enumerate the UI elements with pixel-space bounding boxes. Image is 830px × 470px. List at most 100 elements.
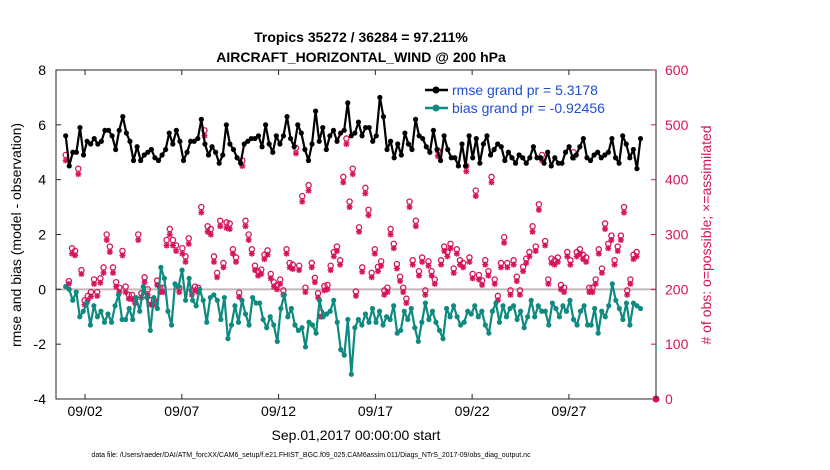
bias-point [475, 314, 481, 320]
obs-assimilated-point [349, 171, 356, 178]
bias-point [412, 325, 418, 331]
rmse-point [180, 157, 187, 164]
rmse-point [470, 155, 476, 161]
x-tick-label: 09/22 [455, 403, 490, 419]
rmse-point [377, 94, 383, 101]
obs-assimilated-point [444, 253, 451, 260]
x-tick-label: 09/12 [261, 403, 296, 419]
bias-point [415, 338, 421, 345]
rmse-point [313, 108, 319, 114]
obs-assimilated-point [485, 272, 492, 279]
rmse-point [598, 155, 604, 161]
bias-point [313, 330, 319, 336]
bias-point [193, 303, 199, 309]
obs-assimilated-point [173, 247, 180, 254]
obs-assimilated-point [330, 253, 337, 260]
bias-point [126, 305, 132, 312]
bias-point [510, 303, 517, 309]
obs-assimilated-point [545, 280, 552, 287]
obs-assimilated-point [422, 291, 429, 298]
rmse-point [284, 114, 290, 120]
rmse-point [320, 124, 326, 131]
obs-assimilated-point [491, 280, 498, 287]
obs-assimilated-point [633, 253, 640, 260]
obs-assimilated-point [475, 276, 482, 283]
y-left-tick-label: 2 [38, 227, 46, 243]
rmse-point [555, 160, 561, 166]
obs-assimilated-point [311, 279, 318, 286]
rmse-point [241, 141, 247, 147]
obs-assimilated-point [75, 171, 82, 178]
obs-assimilated-point [532, 247, 539, 254]
rmse-point [473, 135, 479, 142]
bias-point [447, 314, 453, 320]
bias-point [556, 314, 563, 320]
rmse-point [541, 160, 547, 166]
bias-point [599, 308, 605, 314]
bias-point [468, 311, 474, 317]
rmse-point [327, 133, 333, 139]
rmse-point [441, 133, 447, 139]
bias-point [542, 308, 548, 314]
x-tick-label: 09/07 [164, 403, 199, 419]
bias-point [405, 316, 411, 323]
bias-point [214, 297, 220, 303]
obs-assimilated-point [210, 258, 217, 265]
bias-point [606, 303, 612, 309]
rmse-point [455, 163, 462, 169]
obs-assimilated-point [274, 286, 281, 293]
rmse-point [462, 163, 469, 169]
bias-point [91, 303, 97, 309]
rmse-point [209, 144, 215, 150]
bias-point [133, 294, 139, 301]
bias-point [285, 314, 291, 320]
bias-point [264, 325, 270, 331]
rmse-point [355, 119, 362, 125]
bias-point [553, 305, 559, 312]
obs-assimilated-point [226, 226, 233, 233]
bias-point [479, 308, 485, 314]
obs-assimilated-point [592, 280, 599, 287]
bias-point [503, 314, 510, 320]
obs-assimilated-point [535, 206, 542, 213]
obs-assimilated-point [384, 289, 391, 296]
obs-assimilated-point [598, 269, 605, 276]
obs-assimilated-point [109, 269, 116, 276]
rmse-point [387, 138, 394, 144]
obs-assimilated-point [602, 226, 609, 233]
bias-point [486, 330, 492, 336]
rmse-point [120, 114, 126, 120]
bias-point [137, 308, 143, 314]
obs-assimilated-point [352, 292, 359, 299]
bias-point [108, 319, 115, 325]
obs-assimilated-point [412, 223, 419, 230]
rmse-point [609, 135, 615, 142]
bias-point [500, 303, 506, 309]
bias-point [592, 305, 598, 312]
rmse-point [163, 146, 169, 153]
rmse-point [220, 152, 226, 158]
bias-point [429, 308, 436, 314]
y-axis-right-label: # of obs: o=possible; ×=assimilated [698, 125, 714, 344]
bias-point [338, 347, 344, 353]
x-axis-ticks: 09/02 09/07 09/12 09/17 09/22 09/27 [68, 70, 587, 419]
rmse-point [138, 157, 144, 164]
rmse-point [245, 138, 251, 144]
rmse-point [595, 149, 601, 155]
rmse-point [309, 141, 315, 147]
bias-point [493, 300, 499, 306]
bias-point [235, 319, 242, 325]
bias-point [168, 322, 175, 328]
legend-box [418, 76, 654, 118]
rmse-point [623, 141, 629, 147]
obs-assimilated-point [397, 278, 404, 285]
rmse-point [263, 122, 269, 128]
rmse-point [580, 135, 586, 142]
bias-point [105, 311, 111, 317]
obs-assimilated-point [198, 209, 205, 216]
bias-point [115, 292, 122, 298]
rmse-point [302, 146, 308, 153]
bias-point [419, 319, 425, 325]
bias-point [387, 316, 393, 323]
